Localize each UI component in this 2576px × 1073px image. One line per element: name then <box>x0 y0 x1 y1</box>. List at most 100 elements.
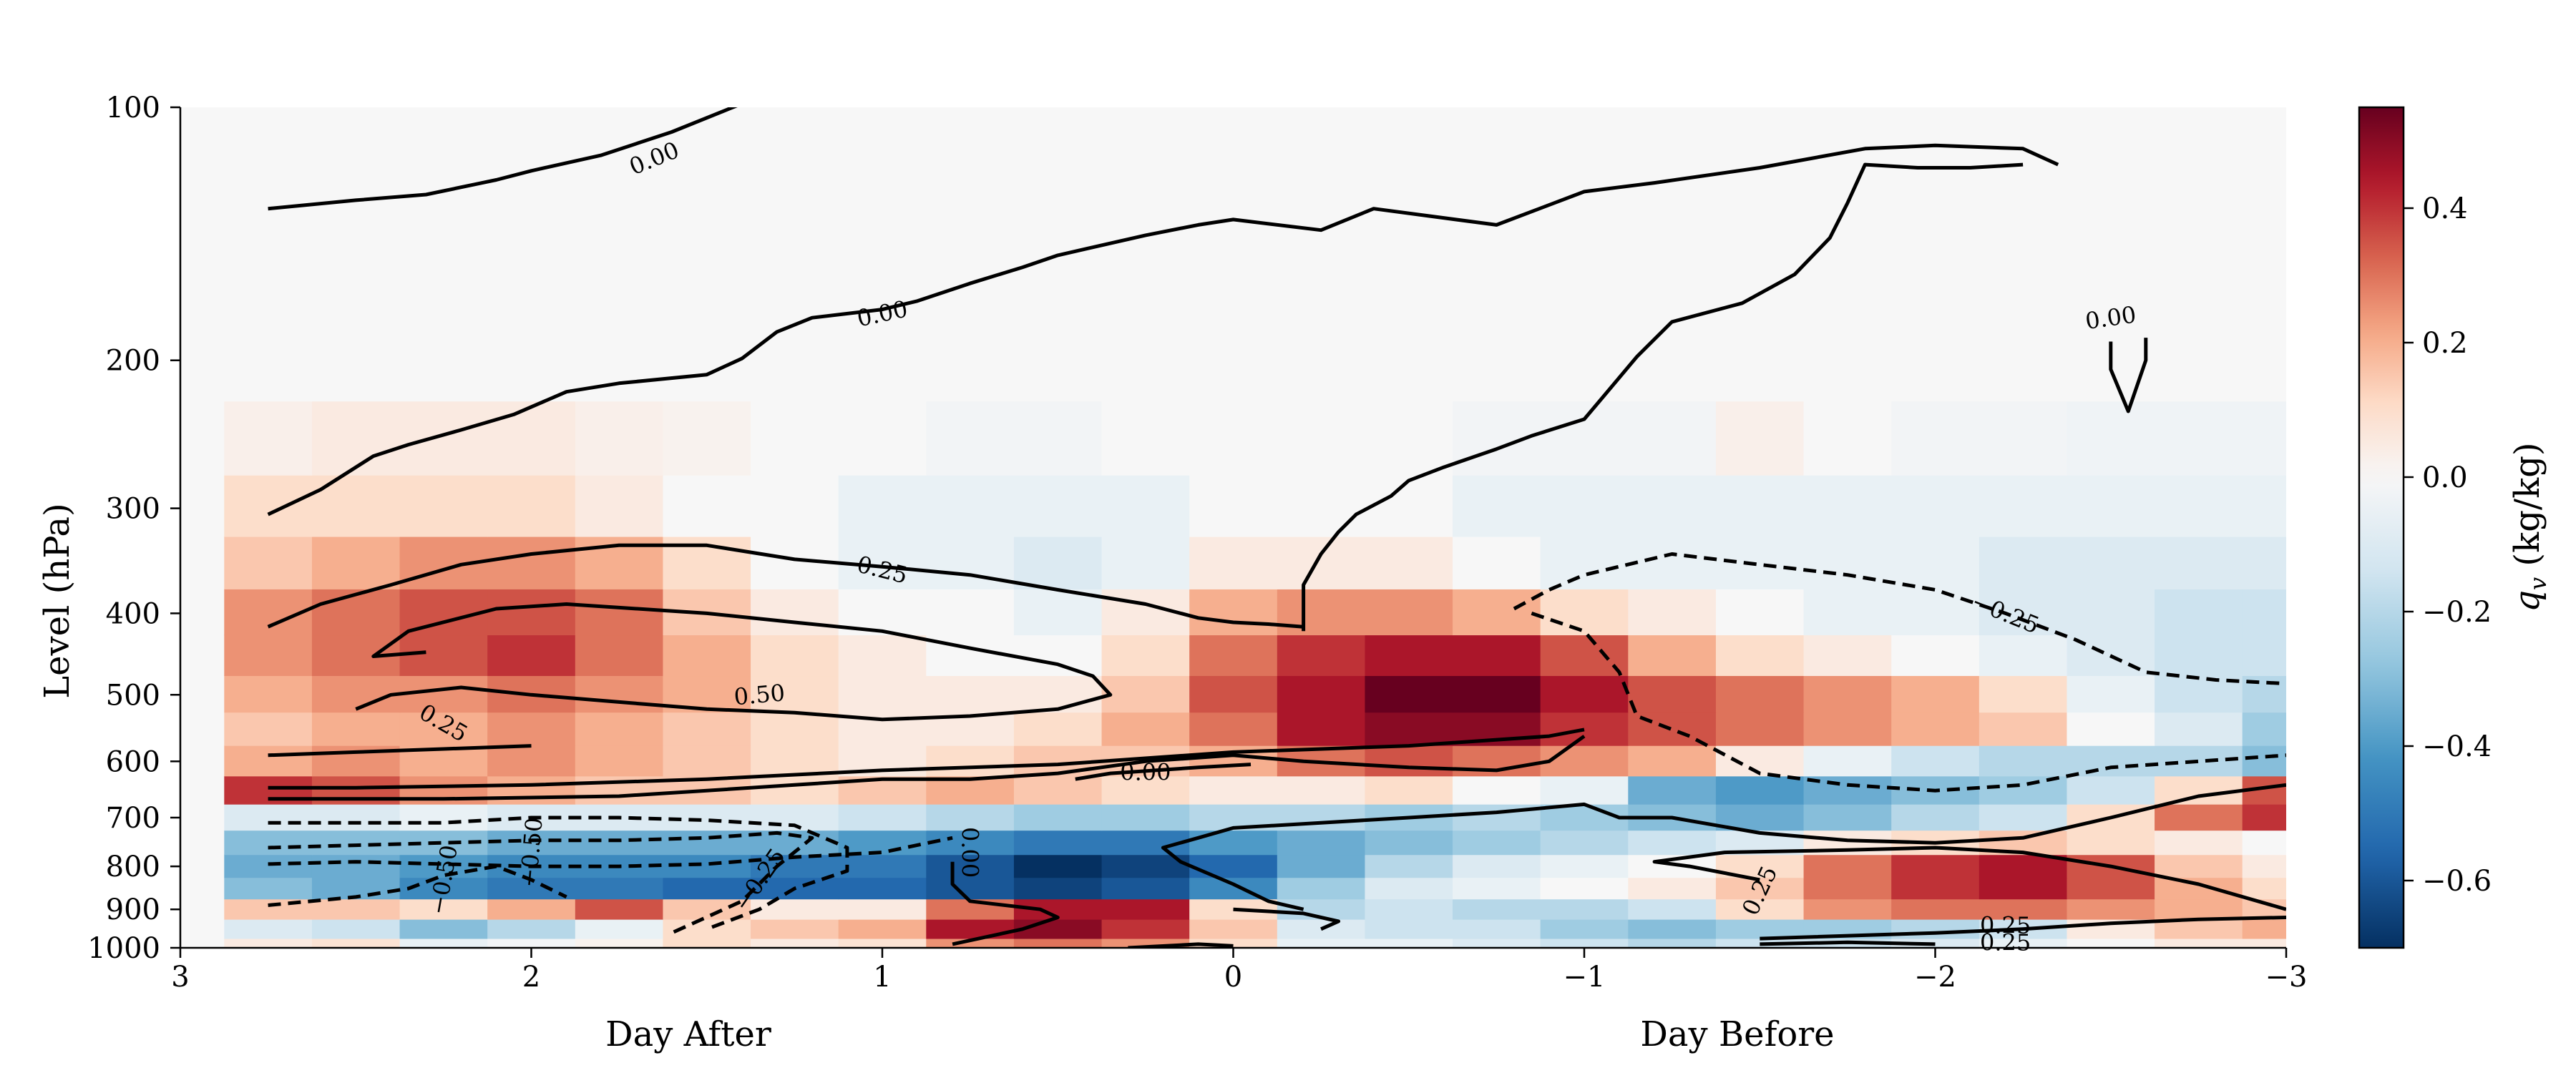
heatmap-cell <box>1628 635 1717 677</box>
heatmap-cell <box>1189 536 1278 589</box>
contour-line <box>267 543 1304 629</box>
heatmap-cell <box>1979 898 2068 920</box>
heatmap-cell <box>1540 854 1629 878</box>
heatmap-cell <box>1101 919 1190 939</box>
heatmap-cell <box>1013 589 1103 636</box>
heatmap-cell <box>1277 938 1366 948</box>
heatmap-cell <box>1277 877 1366 900</box>
heatmap-cell <box>1101 536 1190 589</box>
heatmap-cell <box>1277 107 1366 182</box>
heatmap-cell <box>1628 401 1717 476</box>
heatmap-cell <box>663 745 751 777</box>
heatmap-cell <box>311 401 401 476</box>
heatmap-cell <box>838 898 927 920</box>
heatmap-cell <box>1803 401 1892 476</box>
heatmap-cell <box>926 877 1015 900</box>
heatmap-cell <box>2067 775 2155 805</box>
heatmap-cell <box>224 854 313 878</box>
heatmap-cell <box>1803 877 1892 900</box>
heatmap-cell <box>224 712 313 746</box>
heatmap-cell <box>926 589 1015 636</box>
heatmap-cell <box>2155 877 2243 900</box>
heatmap-cell <box>663 635 751 677</box>
heatmap-cell <box>487 308 576 402</box>
heatmap-cell <box>1013 854 1103 878</box>
heatmap-cell <box>224 938 313 948</box>
heatmap-cell <box>1453 938 1541 948</box>
heatmap-cell <box>1628 589 1717 636</box>
heatmap-cell <box>1979 745 2068 777</box>
heatmap-cell <box>575 635 664 677</box>
heatmap-cell <box>399 877 488 900</box>
heatmap-cell <box>1891 635 1980 677</box>
heatmap-cell <box>838 401 927 476</box>
x-axis-ticks: 3 2 1 0 −1 −2 −3 <box>171 948 2307 994</box>
heatmap-cell <box>1365 536 1453 589</box>
y-tick-label: 400 <box>106 597 160 630</box>
heatmap-cell <box>1803 536 1892 589</box>
heatmap-cell <box>2155 401 2243 476</box>
y-tick-label: 200 <box>106 345 160 378</box>
heatmap-cell <box>1453 181 1541 308</box>
heatmap-cell <box>1277 712 1366 746</box>
heatmap-cell <box>2242 536 2286 589</box>
heatmap-cell <box>1101 635 1190 677</box>
heatmap-cell <box>2242 308 2286 402</box>
heatmap-cell <box>1277 308 1366 402</box>
contour-label: 0.00 <box>957 827 984 878</box>
heatmap-cell <box>1453 675 1541 713</box>
heatmap-cell <box>838 938 927 948</box>
heatmap-cell <box>2155 775 2243 805</box>
heatmap-cell <box>1453 107 1541 182</box>
heatmap-cell <box>1013 181 1103 308</box>
heatmap-cell <box>663 181 751 308</box>
heatmap-cell <box>2067 938 2155 948</box>
heatmap-cell <box>575 830 664 856</box>
heatmap-cell <box>1803 745 1892 777</box>
heatmap-cell <box>1540 745 1629 777</box>
heatmap-cell <box>1013 804 1103 831</box>
heatmap-cell <box>1540 181 1629 308</box>
heatmap-cell <box>1891 919 1980 939</box>
heatmap-cell <box>1540 938 1629 948</box>
heatmap-cell <box>1540 475 1629 537</box>
heatmap-cell <box>2242 854 2286 878</box>
heatmap-cell <box>751 712 839 746</box>
heatmap-cell <box>1628 675 1717 713</box>
heatmap-cell <box>1189 181 1278 308</box>
heatmap-cell <box>2067 830 2155 856</box>
heatmap-cell <box>926 938 1015 948</box>
heatmap-cell <box>751 475 839 537</box>
heatmap-cell <box>487 745 576 777</box>
heatmap-cell <box>487 919 576 939</box>
heatmap-cell <box>663 938 751 948</box>
heatmap-cell <box>1453 308 1541 402</box>
heatmap-cell <box>224 675 313 713</box>
colorbar-tick-label: −0.2 <box>2422 596 2492 629</box>
heatmap-cell <box>224 308 313 402</box>
heatmap-cell <box>1189 401 1278 476</box>
heatmap-cell <box>2155 181 2243 308</box>
heatmap-cell <box>1101 181 1190 308</box>
heatmap-cell <box>2242 401 2286 476</box>
heatmap-cell <box>2155 712 2243 746</box>
heatmap-cell <box>1803 589 1892 636</box>
heatmap-cell <box>1453 635 1541 677</box>
heatmap-cell <box>1277 475 1366 537</box>
heatmap-cell <box>224 919 313 939</box>
heatmap-cell <box>1715 919 1805 939</box>
heatmap-cell <box>2242 830 2286 856</box>
heatmap-cell <box>2242 804 2286 831</box>
heatmap-cell <box>926 745 1015 777</box>
contour-line <box>268 727 1585 790</box>
heatmap-cell <box>1453 877 1541 900</box>
heatmap-cell <box>1715 589 1805 636</box>
heatmap-cell <box>1891 745 1980 777</box>
heatmap-cell <box>1715 745 1805 777</box>
heatmap-cell <box>1715 475 1805 537</box>
heatmap-cell <box>1979 589 2068 636</box>
heatmap-cell <box>575 938 664 948</box>
heatmap-cell <box>2067 589 2155 636</box>
heatmap-cell <box>575 107 664 182</box>
heatmap-cell <box>1628 877 1717 900</box>
